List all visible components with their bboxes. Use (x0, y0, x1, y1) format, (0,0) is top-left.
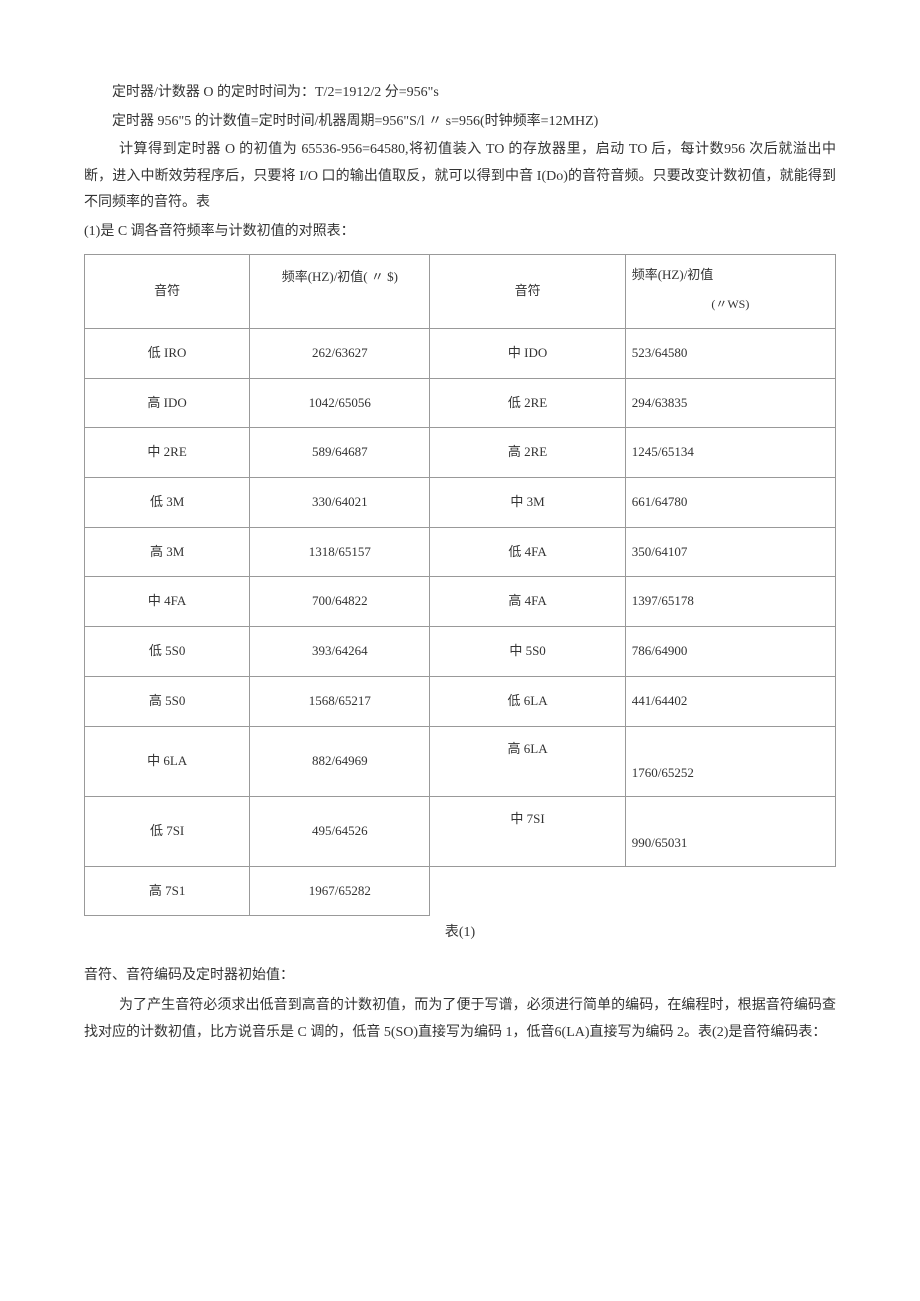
cell-note: 中 4FA (85, 577, 250, 627)
table-header-row: 音符 频率(HZ)/初值( 〃 $) 音符 频率(HZ)/初值 (〃WS) (85, 254, 836, 328)
table-row: 低 IRO 262/63627 中 IDO 523/64580 (85, 329, 836, 379)
table-row: 低 3M 330/64021 中 3M 661/64780 (85, 478, 836, 528)
para-calculation: 计算得到定时器 O 的初值为 65536-956=64580,将初值装入 TO … (84, 137, 836, 217)
para-encoding: 为了产生音符必须求出低音到高音的计数初值，而为了便于写谱，必须进行简单的编码，在… (84, 993, 836, 1046)
section-title-encoding: 音符、音符编码及定时器初始值： (84, 963, 836, 990)
table-caption: 表(1) (84, 920, 836, 947)
cell-freq: 589/64687 (250, 428, 430, 478)
cell-freq: 495/64526 (250, 796, 430, 866)
cell-note: 高 5S0 (85, 676, 250, 726)
header-note-1: 音符 (85, 254, 250, 328)
cell-note: 高 7S1 (85, 866, 250, 916)
cell-note: 中 2RE (85, 428, 250, 478)
cell-freq: 661/64780 (625, 478, 835, 528)
cell-note: 高 2RE (430, 428, 625, 478)
table-row: 中 2RE 589/64687 高 2RE 1245/65134 (85, 428, 836, 478)
cell-note: 中 5S0 (430, 627, 625, 677)
cell-note: 高 IDO (85, 378, 250, 428)
cell-freq: 1245/65134 (625, 428, 835, 478)
table-row: 低 5S0 393/64264 中 5S0 786/64900 (85, 627, 836, 677)
cell-note: 中 6LA (85, 726, 250, 796)
cell-note: 高 6LA (430, 726, 625, 796)
cell-freq: 523/64580 (625, 329, 835, 379)
cell-note: 高 3M (85, 527, 250, 577)
cell-freq: 330/64021 (250, 478, 430, 528)
cell-note: 低 IRO (85, 329, 250, 379)
cell-freq: 1568/65217 (250, 676, 430, 726)
cell-freq: 786/64900 (625, 627, 835, 677)
table-row: 中 6LA 882/64969 高 6LA 1760/65252 (85, 726, 836, 796)
frequency-table: 音符 频率(HZ)/初值( 〃 $) 音符 频率(HZ)/初值 (〃WS) 低 … (84, 254, 836, 917)
para-table-intro: (1)是 C 调各音符频率与计数初值的对照表： (84, 219, 836, 246)
cell-note: 中 IDO (430, 329, 625, 379)
cell-freq: 1967/65282 (250, 866, 430, 916)
cell-freq: 882/64969 (250, 726, 430, 796)
cell-note: 低 7SI (85, 796, 250, 866)
cell-empty (625, 866, 835, 916)
header-freq-2-line2: (〃WS) (632, 293, 829, 316)
cell-freq: 350/64107 (625, 527, 835, 577)
header-freq-1: 频率(HZ)/初值( 〃 $) (250, 254, 430, 328)
cell-note: 中 7SI (430, 796, 625, 866)
cell-note: 高 4FA (430, 577, 625, 627)
table-row: 中 4FA 700/64822 高 4FA 1397/65178 (85, 577, 836, 627)
cell-freq: 1397/65178 (625, 577, 835, 627)
cell-note: 低 2RE (430, 378, 625, 428)
table-row: 高 IDO 1042/65056 低 2RE 294/63835 (85, 378, 836, 428)
header-freq-2-line1: 频率(HZ)/初值 (632, 267, 714, 282)
table-row-last: 高 7S1 1967/65282 (85, 866, 836, 916)
header-freq-2: 频率(HZ)/初值 (〃WS) (625, 254, 835, 328)
table-row: 高 3M 1318/65157 低 4FA 350/64107 (85, 527, 836, 577)
cell-note: 低 5S0 (85, 627, 250, 677)
cell-note: 低 6LA (430, 676, 625, 726)
cell-freq: 700/64822 (250, 577, 430, 627)
cell-freq: 441/64402 (625, 676, 835, 726)
cell-empty (430, 866, 625, 916)
cell-freq: 294/63835 (625, 378, 835, 428)
cell-freq: 393/64264 (250, 627, 430, 677)
cell-freq: 1760/65252 (625, 726, 835, 796)
cell-note: 中 3M (430, 478, 625, 528)
cell-freq: 1042/65056 (250, 378, 430, 428)
cell-freq: 1318/65157 (250, 527, 430, 577)
table-row: 低 7SI 495/64526 中 7SI 990/65031 (85, 796, 836, 866)
para-timer-time: 定时器/计数器 O 的定时时间为：T/2=1912/2 分=956"s (84, 80, 836, 107)
cell-freq: 262/63627 (250, 329, 430, 379)
cell-note: 低 3M (85, 478, 250, 528)
para-timer-count: 定时器 956"5 的计数值=定时时间/机器周期=956"S/l 〃 s=956… (84, 109, 836, 136)
table-row: 高 5S0 1568/65217 低 6LA 441/64402 (85, 676, 836, 726)
cell-freq: 990/65031 (625, 796, 835, 866)
cell-note: 低 4FA (430, 527, 625, 577)
header-note-2: 音符 (430, 254, 625, 328)
